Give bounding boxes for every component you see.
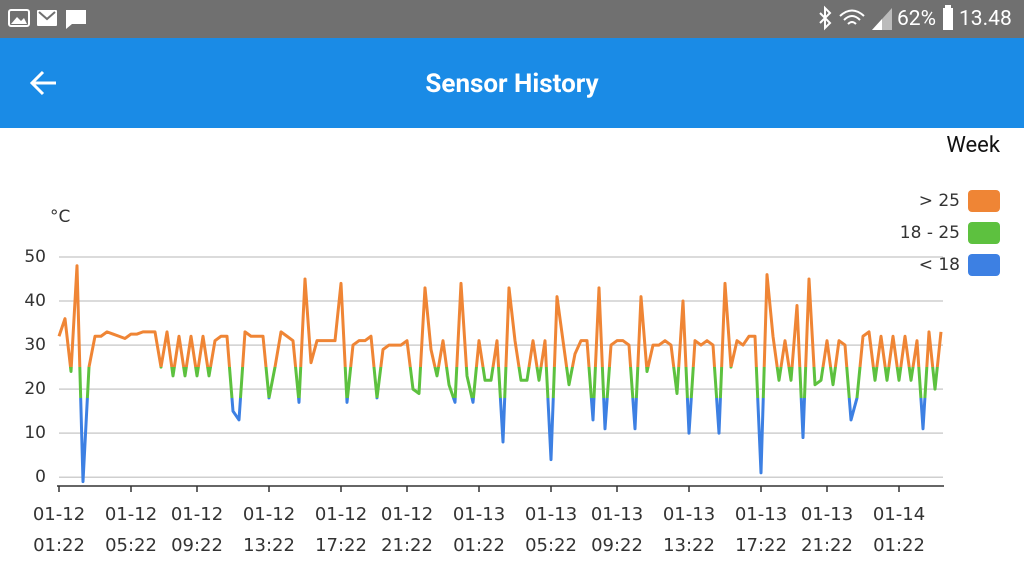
legend-swatch — [968, 190, 1000, 212]
notification-icons — [8, 9, 86, 29]
x-tick-label: 01-13 13:22 — [662, 504, 716, 556]
x-tick-label: 01-12 09:22 — [170, 504, 224, 556]
x-tick-label: 01-12 13:22 — [242, 504, 296, 556]
legend-label: < 18 — [919, 255, 960, 275]
x-tick-label: 01-12 01:22 — [32, 504, 86, 556]
status-bar: 62% 13.48 — [0, 0, 1024, 38]
x-tick-label: 01-12 21:22 — [380, 504, 434, 556]
legend-label: 18 - 25 — [900, 223, 960, 243]
x-tick-label: 01-12 05:22 — [104, 504, 158, 556]
battery-icon — [943, 5, 953, 30]
legend-swatch — [968, 254, 1000, 276]
back-button[interactable] — [26, 63, 66, 103]
x-tick-label: 01-13 05:22 — [524, 504, 578, 556]
app-title: Sensor History — [425, 69, 599, 99]
legend-label: > 25 — [919, 191, 960, 211]
x-tick-label: 01-13 09:22 — [590, 504, 644, 556]
x-tick-label: 01-13 17:22 — [734, 504, 788, 556]
y-tick-label: 50 — [24, 247, 46, 267]
x-tick-label: 01-12 17:22 — [314, 504, 368, 556]
x-tick-label: 01-14 01:22 — [872, 504, 926, 556]
y-unit: °C — [50, 207, 70, 227]
x-tick-label: 01-13 21:22 — [800, 504, 854, 556]
y-tick-label: 20 — [24, 379, 46, 399]
y-tick-label: 0 — [35, 467, 46, 487]
system-icons — [819, 5, 892, 31]
battery-level: 62% — [897, 7, 936, 31]
legend-swatch — [968, 222, 1000, 244]
sensor-line — [57, 264, 943, 484]
clock: 13.48 — [959, 7, 1012, 31]
y-tick-label: 40 — [24, 291, 46, 311]
x-tick-label: 01-13 01:22 — [452, 504, 506, 556]
y-tick-label: 10 — [24, 423, 46, 443]
range-selector[interactable]: Week — [946, 133, 1000, 158]
y-tick-label: 30 — [24, 335, 46, 355]
app-bar: Sensor History — [0, 38, 1024, 128]
